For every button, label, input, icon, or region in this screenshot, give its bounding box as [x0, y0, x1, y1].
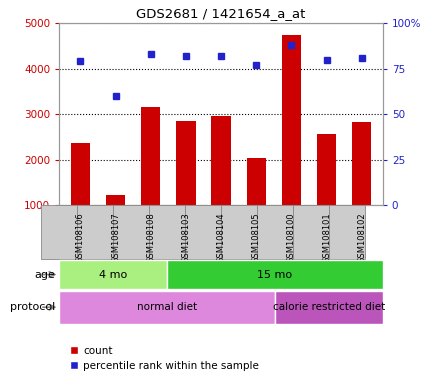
Bar [59, 260, 167, 289]
Bar [114, 205, 149, 259]
Bar [106, 195, 125, 205]
Text: GSM108102: GSM108102 [357, 212, 366, 263]
Bar [185, 205, 221, 259]
Bar [329, 205, 365, 259]
Bar [212, 116, 231, 205]
Legend: count, percentile rank within the sample: count, percentile rank within the sample [65, 341, 264, 375]
Bar [149, 205, 185, 259]
Bar [352, 122, 371, 205]
Text: 4 mo: 4 mo [99, 270, 128, 280]
Bar [141, 107, 161, 205]
Bar [221, 205, 257, 259]
Text: GSM108108: GSM108108 [146, 212, 155, 263]
Title: GDS2681 / 1421654_a_at: GDS2681 / 1421654_a_at [136, 7, 306, 20]
Text: protocol: protocol [10, 302, 55, 312]
Text: GSM108107: GSM108107 [111, 212, 120, 263]
Text: GSM108100: GSM108100 [287, 212, 296, 263]
Bar [176, 121, 196, 205]
Bar [59, 291, 275, 324]
Text: GSM108106: GSM108106 [76, 212, 85, 263]
Bar [282, 35, 301, 205]
Bar [317, 134, 336, 205]
Text: 15 mo: 15 mo [257, 270, 293, 280]
Bar [246, 159, 266, 205]
Text: GSM108105: GSM108105 [252, 212, 261, 263]
Bar [41, 205, 77, 259]
Text: age: age [34, 270, 55, 280]
Text: normal diet: normal diet [137, 302, 197, 312]
Bar [293, 205, 329, 259]
Bar [257, 205, 293, 259]
Bar [71, 143, 90, 205]
Text: GSM108101: GSM108101 [322, 212, 331, 263]
Text: calorie restricted diet: calorie restricted diet [273, 302, 385, 312]
Bar [167, 260, 383, 289]
Bar [77, 205, 114, 259]
Text: GSM108103: GSM108103 [181, 212, 191, 263]
Text: GSM108104: GSM108104 [216, 212, 226, 263]
Bar [275, 291, 383, 324]
